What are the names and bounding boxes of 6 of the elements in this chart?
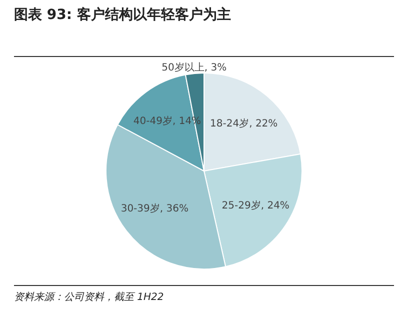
slice-label: 18-24岁, 22% bbox=[210, 118, 278, 130]
slice-label: 50岁以上, 3% bbox=[162, 61, 227, 74]
slice-label: 30-39岁, 36% bbox=[120, 202, 188, 215]
slice-label: 25-29岁, 24% bbox=[222, 199, 290, 212]
text: 资料来源：公司资料，截至 1H22 bbox=[14, 290, 164, 304]
chart-title: 图表 93: 客户结构以年轻客户为主 bbox=[14, 6, 231, 24]
